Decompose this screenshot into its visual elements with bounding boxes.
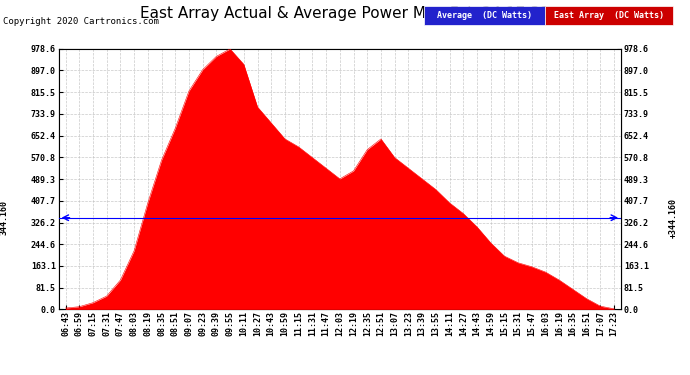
Text: Average  (DC Watts): Average (DC Watts): [437, 11, 532, 20]
Text: 344.160: 344.160: [0, 200, 8, 235]
Text: East Array Actual & Average Power Mon Feb 24 17:31: East Array Actual & Average Power Mon Fe…: [140, 6, 550, 21]
Text: +344.160: +344.160: [669, 198, 678, 238]
Text: East Array  (DC Watts): East Array (DC Watts): [554, 11, 664, 20]
Text: Copyright 2020 Cartronics.com: Copyright 2020 Cartronics.com: [3, 17, 159, 26]
